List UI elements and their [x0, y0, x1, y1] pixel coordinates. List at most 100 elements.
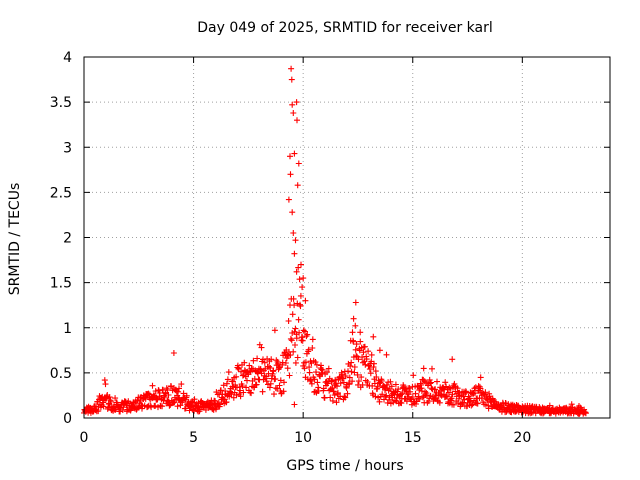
data-point [388, 383, 395, 390]
data-points [81, 65, 589, 417]
data-point [107, 398, 114, 405]
data-point [298, 261, 304, 268]
data-point [393, 394, 400, 401]
data-point [248, 390, 255, 397]
data-point [309, 345, 316, 351]
data-point [461, 396, 468, 403]
data-point [485, 405, 492, 412]
x-tick-label: 10 [294, 430, 312, 446]
y-tick-label: 4 [63, 50, 72, 66]
data-point [321, 394, 328, 401]
data-point [392, 381, 399, 388]
data-point [341, 393, 348, 400]
data-point [112, 395, 119, 402]
data-point [297, 292, 304, 299]
data-point [374, 383, 381, 390]
data-point [220, 382, 227, 389]
data-point [272, 385, 279, 392]
data-point [428, 385, 435, 392]
data-point [295, 264, 302, 271]
data-point [466, 395, 473, 402]
data-point [371, 360, 377, 367]
data-point [241, 359, 248, 366]
data-point [178, 381, 185, 388]
data-point [174, 403, 181, 410]
data-point [346, 381, 353, 388]
data-point [281, 379, 287, 386]
data-point [348, 368, 355, 375]
data-point [349, 329, 356, 336]
data-point [276, 382, 283, 389]
x-tick-label: 0 [80, 430, 89, 446]
data-point [165, 392, 172, 398]
data-point [265, 381, 271, 388]
data-point [449, 391, 456, 398]
data-point [346, 374, 353, 381]
data-point [367, 370, 374, 377]
data-point [445, 389, 452, 396]
data-point [285, 318, 292, 324]
data-point [297, 303, 304, 310]
data-point [294, 117, 300, 124]
data-point [308, 378, 314, 384]
data-point [254, 355, 261, 362]
data-point [217, 401, 224, 408]
data-point [373, 374, 380, 380]
data-point [455, 395, 462, 402]
data-point [355, 356, 362, 363]
data-point [327, 394, 334, 401]
data-point [290, 348, 297, 355]
data-point [334, 383, 340, 390]
data-point [275, 360, 282, 367]
data-point [300, 275, 307, 282]
data-point [383, 351, 390, 358]
data-point [416, 395, 423, 402]
data-point [253, 381, 260, 388]
data-point [258, 344, 265, 351]
data-point [159, 403, 166, 410]
axis-ticks: 0 0.5 1 1.5 2 2.5 3 3.5 4 0 5 10 15 20 [50, 50, 610, 446]
data-point [292, 237, 299, 244]
data-point [375, 394, 382, 401]
grid-lines [84, 57, 610, 418]
data-point [351, 364, 358, 370]
data-point [366, 366, 373, 373]
data-point [363, 356, 370, 363]
y-tick-label: 1 [63, 321, 72, 337]
data-point [329, 385, 336, 392]
data-point [280, 388, 287, 395]
data-point [376, 347, 383, 354]
data-point [474, 400, 481, 407]
x-tick-label: 15 [404, 430, 422, 446]
data-point [428, 379, 435, 386]
data-point [352, 299, 359, 306]
data-point [331, 392, 338, 399]
data-point [176, 385, 182, 392]
data-point [355, 378, 362, 385]
data-point [546, 402, 553, 409]
data-point [170, 350, 177, 356]
data-point [293, 99, 300, 106]
data-point [296, 276, 303, 283]
data-point [225, 369, 232, 376]
data-point [152, 402, 159, 409]
data-point [468, 402, 475, 409]
data-point [266, 363, 272, 370]
data-point [267, 380, 274, 387]
data-point [447, 396, 454, 403]
data-point [287, 352, 294, 359]
data-point [421, 378, 428, 385]
data-point [274, 385, 281, 392]
data-point [295, 160, 302, 167]
data-point [360, 349, 367, 356]
data-point [376, 398, 383, 405]
data-point [420, 365, 427, 372]
data-point [230, 394, 237, 401]
data-point [291, 250, 298, 257]
data-point [306, 364, 313, 371]
data-point [127, 400, 134, 407]
data-point [292, 359, 299, 366]
data-point [303, 333, 310, 340]
data-point [284, 365, 291, 372]
data-point [352, 346, 359, 353]
